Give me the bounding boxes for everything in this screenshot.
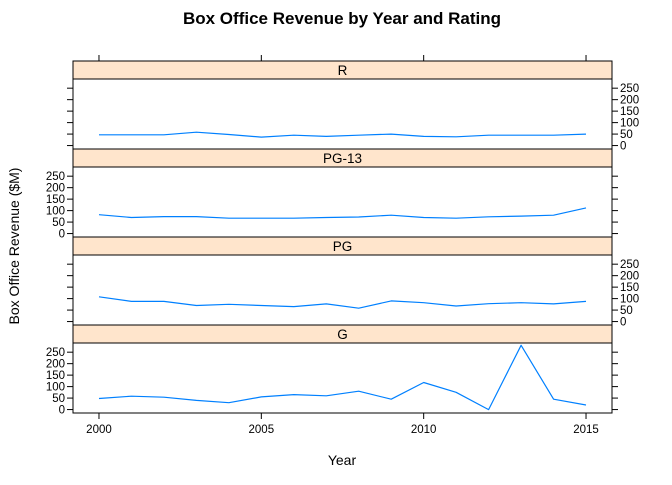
x-tick-label: 2000 [86, 424, 112, 436]
y-tick-label: 150 [620, 106, 639, 118]
panel-strip-label: R [338, 63, 348, 78]
y-tick-label: 250 [46, 171, 65, 183]
panel-border [72, 78, 613, 150]
y-tick-label: 0 [59, 229, 65, 241]
y-tick-label: 0 [620, 317, 626, 329]
series-line [99, 131, 587, 138]
y-tick-label: 150 [620, 282, 639, 294]
y-tick-label: 200 [46, 359, 65, 371]
y-tick-label: 100 [46, 206, 65, 218]
y-tick-label: 100 [620, 118, 639, 130]
y-tick-label: 250 [620, 259, 639, 271]
y-tick-label: 200 [46, 183, 65, 195]
y-tick-label: 150 [46, 370, 65, 382]
y-tick-label: 50 [620, 129, 633, 141]
panel-border [72, 342, 613, 414]
y-tick-label: 250 [46, 347, 65, 359]
x-axis-label: Year [328, 452, 357, 468]
y-axis-label: Box Office Revenue ($M) [6, 168, 22, 325]
x-tick-label: 2005 [249, 424, 275, 436]
y-tick-label: 200 [620, 95, 639, 107]
y-tick-label: 100 [46, 382, 65, 394]
series-line [98, 344, 587, 411]
panel-strip-label: PG [333, 239, 353, 254]
x-tick-label: 2015 [573, 424, 599, 436]
panel-strip-label: PG-13 [323, 151, 362, 166]
panels-layer: R050100150200250PG-13050100150200250PG05… [46, 55, 639, 436]
y-tick-label: 250 [620, 83, 639, 95]
y-tick-label: 0 [620, 141, 626, 153]
panel-border [72, 166, 613, 238]
y-tick-label: 200 [620, 271, 639, 283]
chart-title: Box Office Revenue by Year and Rating [183, 9, 501, 28]
panel-border [72, 254, 613, 326]
series-line [98, 296, 587, 309]
panel-strip-label: G [337, 327, 348, 342]
y-tick-label: 150 [46, 194, 65, 206]
x-tick-label: 2010 [411, 424, 437, 436]
y-tick-label: 50 [52, 393, 65, 405]
y-tick-label: 50 [52, 217, 65, 229]
y-tick-label: 50 [620, 305, 633, 317]
y-tick-label: 100 [620, 294, 639, 306]
series-line [98, 207, 587, 219]
y-tick-label: 0 [59, 405, 65, 417]
